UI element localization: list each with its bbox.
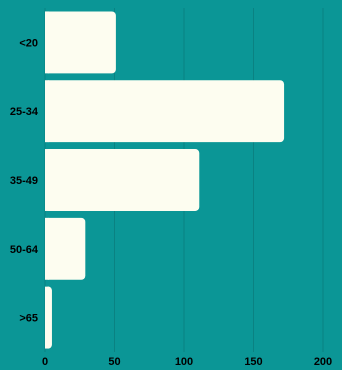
category-label: 50-64	[10, 244, 39, 256]
x-tick-label: 0	[42, 356, 48, 368]
category-label: 35-49	[10, 175, 38, 187]
bar-base	[45, 217, 49, 280]
bar-base	[45, 80, 49, 143]
bar	[45, 11, 116, 74]
x-tick-label: 200	[314, 356, 332, 368]
category-label: 25-34	[10, 106, 39, 118]
category-label: <20	[19, 37, 38, 49]
x-tick-label: 150	[244, 356, 262, 368]
x-tick-label: 100	[175, 356, 193, 368]
bar-base	[45, 11, 49, 74]
category-label: >65	[19, 313, 38, 325]
bar	[45, 149, 200, 211]
x-axis-ticks: 0 50 100 150 200	[42, 356, 332, 368]
bar-base	[45, 286, 49, 349]
bar-base	[45, 149, 49, 211]
bar	[45, 80, 285, 143]
bars	[45, 11, 285, 349]
category-labels: <20 25-34 35-49 50-64 >65	[10, 37, 39, 324]
x-tick-label: 50	[108, 356, 120, 368]
bar	[45, 217, 86, 280]
